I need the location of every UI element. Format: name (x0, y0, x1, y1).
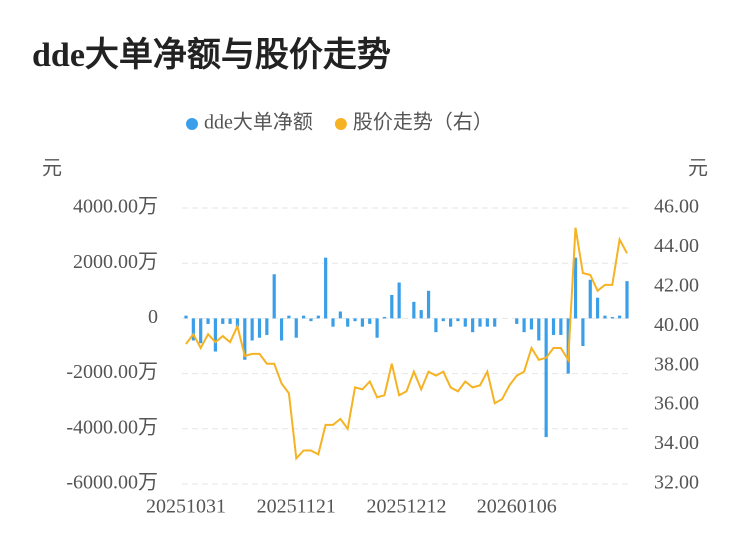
y2-tick-label: 40.00 (654, 314, 699, 336)
chart-title: dde大单净额与股价走势 (32, 36, 391, 74)
bar (191, 318, 195, 341)
bar (603, 315, 607, 319)
y2-tick-label: 36.00 (654, 393, 699, 415)
bar (515, 318, 519, 324)
x-tick-label: 20260106 (477, 496, 557, 518)
price-line (185, 227, 628, 461)
bar (302, 315, 306, 319)
bar (434, 318, 438, 333)
bar (419, 310, 423, 319)
bar (596, 297, 600, 319)
bar (529, 318, 534, 330)
x-tick-label: 20251121 (257, 496, 336, 518)
bar (228, 318, 232, 324)
bar (338, 311, 342, 319)
bar (265, 318, 269, 335)
bar (316, 315, 320, 319)
bar (375, 318, 379, 338)
y-tick-label: 0 (148, 306, 158, 328)
bar (441, 318, 445, 322)
y-axis-label: 元 (42, 158, 62, 180)
bar (449, 318, 453, 327)
bar (390, 294, 394, 319)
bar (471, 318, 475, 333)
bar (235, 318, 240, 327)
bar (243, 318, 247, 360)
bar (522, 318, 526, 333)
bar (257, 318, 262, 338)
bar (309, 318, 313, 322)
bar (346, 318, 350, 327)
bar (324, 257, 328, 319)
y-tick-label: -4000.00万 (66, 416, 158, 438)
x-tick-label: 20251031 (146, 496, 226, 518)
bar (478, 318, 482, 327)
legend-marker (186, 118, 198, 130)
bar (368, 318, 372, 324)
y-tick-label: -6000.00万 (66, 472, 158, 494)
bar (625, 281, 629, 319)
bar (493, 318, 497, 327)
y-tick-label: -2000.00万 (66, 361, 158, 383)
y-tick-label: 4000.00万 (73, 196, 158, 218)
bar (581, 318, 585, 346)
x-tick-label: 20251212 (367, 496, 447, 518)
bar (213, 318, 217, 352)
bar (199, 318, 203, 344)
bar (287, 315, 291, 319)
bar (573, 257, 578, 319)
legend-marker (334, 118, 347, 130)
bar (426, 290, 431, 319)
bar (279, 318, 284, 341)
bar (551, 318, 556, 335)
bar (463, 318, 467, 327)
bar (397, 282, 401, 319)
bar (618, 315, 622, 319)
bar (382, 317, 387, 319)
bar (412, 301, 416, 319)
bar (221, 318, 225, 324)
bar (206, 318, 210, 324)
bar (294, 318, 298, 338)
bar (360, 318, 364, 327)
bar (588, 279, 592, 319)
y2-axis-label: 元 (688, 158, 708, 180)
bar (485, 318, 489, 327)
bar (610, 317, 614, 319)
y2-tick-label: 32.00 (654, 472, 699, 494)
legend-label: 股价走势（右） (353, 111, 493, 134)
bar (544, 318, 548, 438)
bar (331, 318, 335, 327)
y2-tick-label: 34.00 (654, 432, 699, 454)
legend-label: dde大单净额 (204, 111, 313, 134)
bar (456, 318, 460, 322)
bar (272, 274, 276, 319)
y2-tick-label: 38.00 (654, 353, 699, 375)
y2-tick-label: 42.00 (654, 274, 699, 296)
y-tick-label: 2000.00万 (73, 251, 158, 273)
y2-tick-label: 46.00 (654, 196, 699, 218)
bar (250, 318, 254, 341)
bar (537, 318, 541, 341)
bar (353, 318, 357, 322)
bar (559, 318, 563, 335)
y2-tick-label: 44.00 (654, 235, 699, 257)
bar (184, 315, 188, 319)
